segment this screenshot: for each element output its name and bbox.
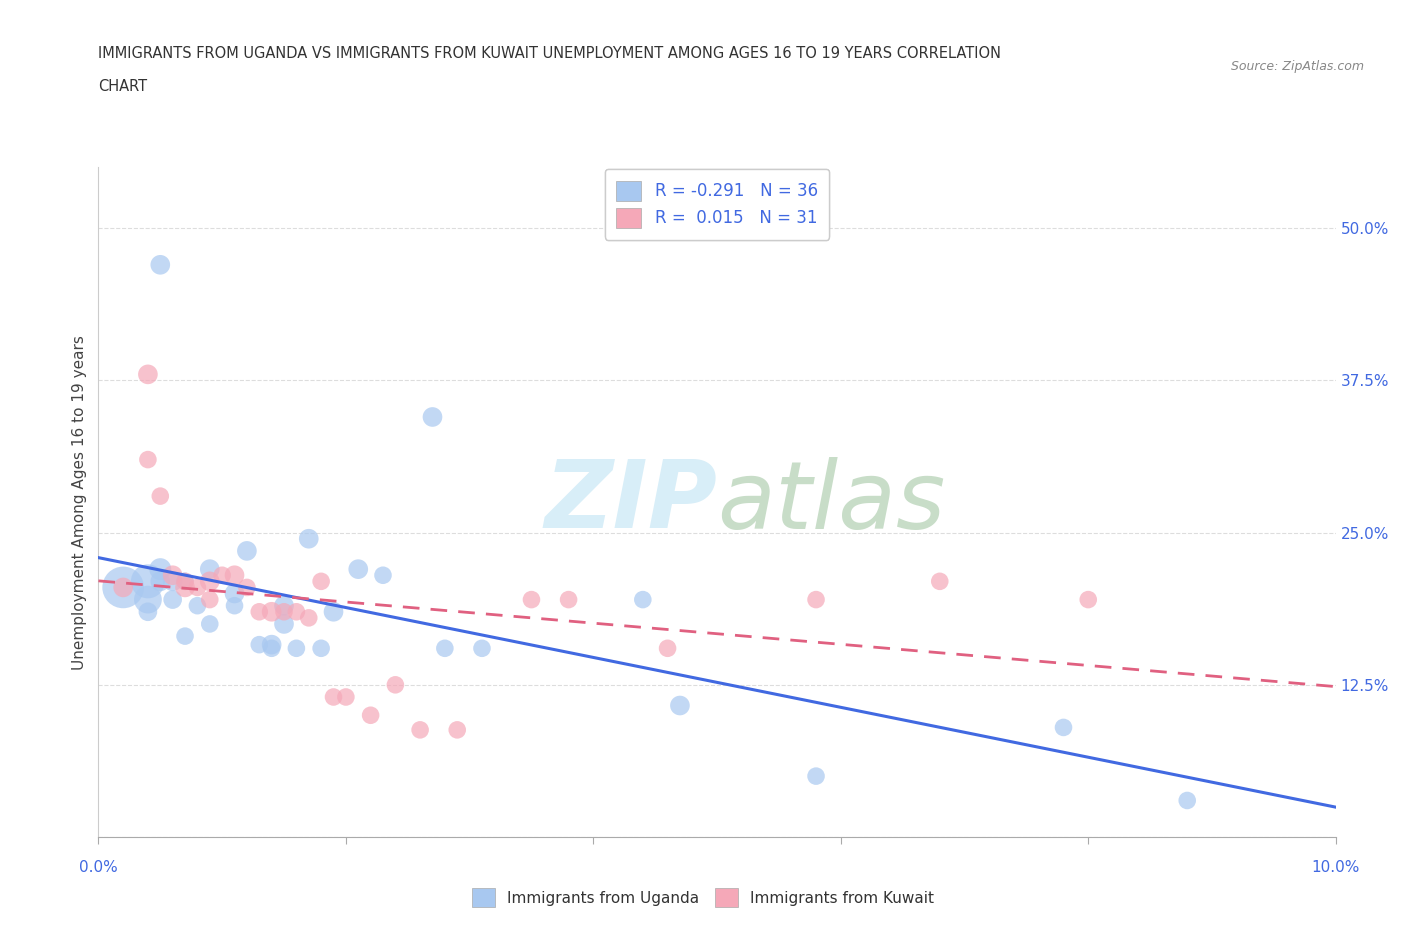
Point xyxy=(174,580,197,595)
Point xyxy=(162,592,184,607)
Point xyxy=(298,531,321,546)
Text: atlas: atlas xyxy=(717,457,945,548)
Point xyxy=(669,698,692,713)
Point xyxy=(260,641,283,656)
Point xyxy=(198,562,221,577)
Point xyxy=(409,723,432,737)
Point xyxy=(1052,720,1074,735)
Point xyxy=(174,629,197,644)
Text: Source: ZipAtlas.com: Source: ZipAtlas.com xyxy=(1230,60,1364,73)
Point xyxy=(149,574,172,589)
Point xyxy=(928,574,950,589)
Point xyxy=(446,723,468,737)
Point xyxy=(384,677,406,692)
Point xyxy=(224,568,246,583)
Point xyxy=(247,604,270,619)
Point xyxy=(657,641,679,656)
Point xyxy=(247,637,270,652)
Point xyxy=(136,592,159,607)
Point xyxy=(273,617,295,631)
Point xyxy=(174,574,197,589)
Point xyxy=(260,637,283,652)
Point xyxy=(162,568,184,583)
Legend: Immigrants from Uganda, Immigrants from Kuwait: Immigrants from Uganda, Immigrants from … xyxy=(465,883,941,913)
Point xyxy=(804,769,827,784)
Point xyxy=(149,562,172,577)
Point xyxy=(224,598,246,613)
Y-axis label: Unemployment Among Ages 16 to 19 years: Unemployment Among Ages 16 to 19 years xyxy=(72,335,87,670)
Point xyxy=(136,574,159,589)
Point xyxy=(149,258,172,272)
Point xyxy=(136,452,159,467)
Text: 10.0%: 10.0% xyxy=(1312,860,1360,875)
Point xyxy=(136,604,159,619)
Point xyxy=(162,574,184,589)
Point xyxy=(520,592,543,607)
Point xyxy=(186,580,208,595)
Legend: R = -0.291   N = 36, R =  0.015   N = 31: R = -0.291 N = 36, R = 0.015 N = 31 xyxy=(605,169,830,240)
Point xyxy=(322,689,344,704)
Point xyxy=(335,689,357,704)
Point xyxy=(198,617,221,631)
Point xyxy=(149,488,172,503)
Point xyxy=(285,604,308,619)
Point xyxy=(174,574,197,589)
Point xyxy=(360,708,382,723)
Point xyxy=(433,641,456,656)
Point xyxy=(198,592,221,607)
Point xyxy=(1077,592,1099,607)
Point xyxy=(186,598,208,613)
Point xyxy=(136,367,159,382)
Point xyxy=(198,574,221,589)
Point xyxy=(347,562,370,577)
Point xyxy=(236,580,259,595)
Point xyxy=(211,568,233,583)
Point xyxy=(631,592,654,607)
Point xyxy=(322,604,344,619)
Point xyxy=(309,574,332,589)
Point xyxy=(298,610,321,625)
Point xyxy=(1175,793,1198,808)
Point xyxy=(260,604,283,619)
Point xyxy=(224,586,246,601)
Point xyxy=(471,641,494,656)
Point xyxy=(273,604,295,619)
Point xyxy=(422,409,444,424)
Point xyxy=(236,543,259,558)
Text: CHART: CHART xyxy=(98,79,148,94)
Text: 0.0%: 0.0% xyxy=(79,860,118,875)
Point xyxy=(309,641,332,656)
Point xyxy=(285,641,308,656)
Text: ZIP: ZIP xyxy=(544,457,717,548)
Point xyxy=(273,598,295,613)
Point xyxy=(557,592,579,607)
Point xyxy=(112,580,135,595)
Text: IMMIGRANTS FROM UGANDA VS IMMIGRANTS FROM KUWAIT UNEMPLOYMENT AMONG AGES 16 TO 1: IMMIGRANTS FROM UGANDA VS IMMIGRANTS FRO… xyxy=(98,46,1001,61)
Point xyxy=(804,592,827,607)
Point xyxy=(112,580,135,595)
Point xyxy=(371,568,394,583)
